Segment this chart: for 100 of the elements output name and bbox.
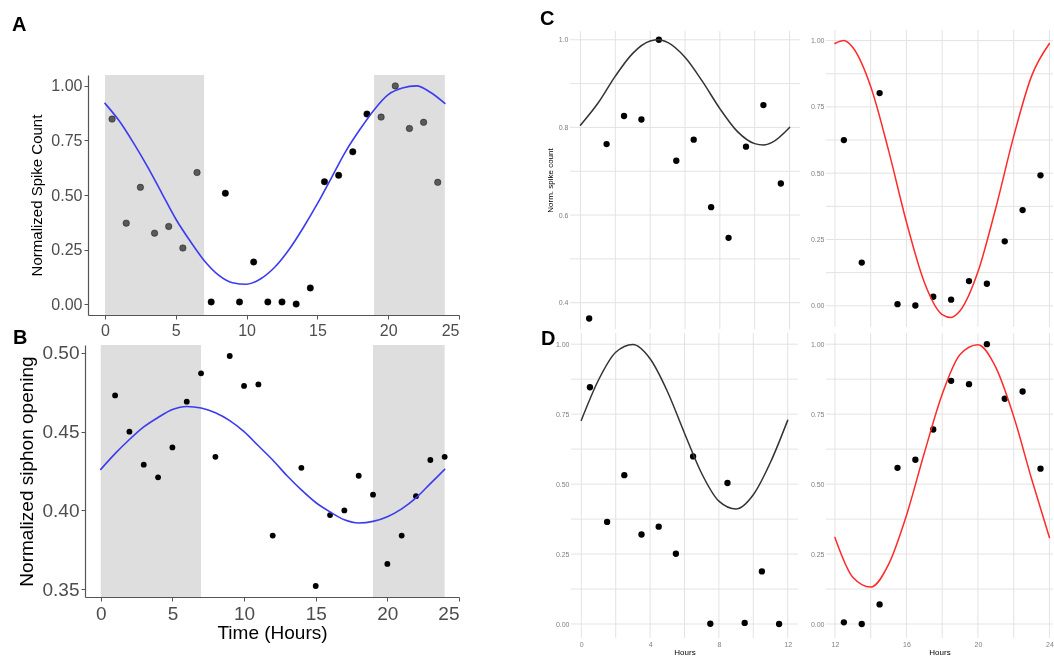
- point: [441, 453, 448, 460]
- point: [226, 353, 233, 359]
- point: [278, 298, 286, 306]
- chart-title: C: [539, 6, 554, 29]
- point: [236, 298, 243, 306]
- y-tick-label: 0.25: [51, 241, 83, 259]
- point: [312, 583, 319, 589]
- y-axis-title: Normalized Spike Count: [28, 113, 46, 277]
- point: [126, 428, 133, 435]
- point: [1019, 388, 1026, 395]
- point: [384, 561, 391, 567]
- point: [335, 171, 343, 179]
- y-axis-title: Norm. spike count: [545, 147, 555, 213]
- point: [758, 568, 766, 575]
- chart-title: B: [13, 325, 28, 348]
- x-tick-label: 5: [167, 602, 179, 624]
- point: [179, 244, 187, 252]
- point: [858, 259, 865, 266]
- point: [363, 110, 371, 118]
- point: [655, 523, 662, 530]
- point: [370, 491, 376, 498]
- point: [638, 531, 645, 538]
- point: [1037, 465, 1044, 472]
- x-tick-label: 0: [101, 321, 111, 339]
- x-tick-label: 20: [377, 602, 399, 624]
- point: [585, 315, 592, 322]
- x-tick-label: 5: [171, 321, 181, 339]
- line-series: [834, 39, 1051, 319]
- point: [298, 464, 305, 471]
- x-axis-title: Hours: [929, 647, 951, 657]
- point: [894, 301, 901, 308]
- point: [341, 507, 348, 514]
- point: [707, 204, 714, 211]
- x-tick-label: 20: [379, 321, 398, 339]
- point: [198, 370, 204, 377]
- x-tick-label: 10: [233, 602, 256, 624]
- point: [690, 136, 697, 143]
- point: [420, 118, 428, 126]
- point: [894, 464, 901, 472]
- x-tick-label: 15: [309, 321, 327, 339]
- point: [707, 620, 714, 627]
- x-tick-label: 25: [438, 602, 460, 624]
- point: [759, 101, 767, 109]
- point: [155, 474, 161, 481]
- y-tick-label: 0.35: [42, 578, 80, 600]
- point: [212, 453, 219, 460]
- point: [621, 471, 628, 479]
- line-series: [834, 344, 1051, 588]
- point: [672, 157, 679, 164]
- point: [391, 82, 399, 90]
- point: [965, 381, 973, 388]
- chart-title: A: [12, 13, 27, 35]
- point: [434, 178, 442, 186]
- point: [112, 392, 119, 399]
- point: [947, 377, 955, 384]
- y-tick-label: 0.50: [42, 342, 80, 364]
- point: [965, 277, 973, 285]
- point: [241, 383, 247, 389]
- point: [221, 189, 229, 197]
- point: [724, 234, 732, 241]
- point: [983, 280, 991, 287]
- y-tick-label: 0.75: [51, 131, 83, 149]
- point: [724, 479, 731, 487]
- point: [912, 302, 919, 309]
- point: [840, 619, 848, 626]
- point: [876, 601, 883, 608]
- point: [321, 178, 328, 186]
- point: [983, 341, 991, 348]
- line-series: [580, 343, 789, 510]
- point: [122, 219, 130, 227]
- point: [398, 532, 405, 539]
- point: [637, 116, 645, 123]
- point: [140, 461, 147, 468]
- point: [1019, 206, 1026, 214]
- point: [1001, 238, 1008, 245]
- point: [292, 300, 300, 308]
- x-tick-label: 10: [238, 321, 257, 339]
- point: [947, 296, 955, 303]
- point: [136, 183, 144, 191]
- point: [169, 444, 176, 451]
- y-tick-label: 0.50: [51, 186, 83, 204]
- y-tick-label: 1.00: [51, 77, 83, 95]
- x-axis-title: Time (Hours): [217, 621, 328, 643]
- point: [602, 140, 610, 148]
- point: [586, 384, 594, 391]
- point: [603, 518, 611, 526]
- line-series: [104, 85, 446, 286]
- point: [264, 298, 272, 306]
- point: [193, 169, 201, 176]
- y-axis-title: Normalized siphon opening: [15, 356, 37, 587]
- point: [858, 620, 865, 628]
- point: [742, 143, 749, 150]
- point: [306, 284, 314, 292]
- x-axis-title: Hours: [674, 647, 696, 657]
- point: [269, 532, 276, 539]
- point: [777, 180, 784, 187]
- point: [672, 550, 680, 557]
- x-tick-label: 25: [441, 321, 460, 339]
- y-tick-label: 0.45: [42, 421, 80, 443]
- point: [108, 115, 116, 123]
